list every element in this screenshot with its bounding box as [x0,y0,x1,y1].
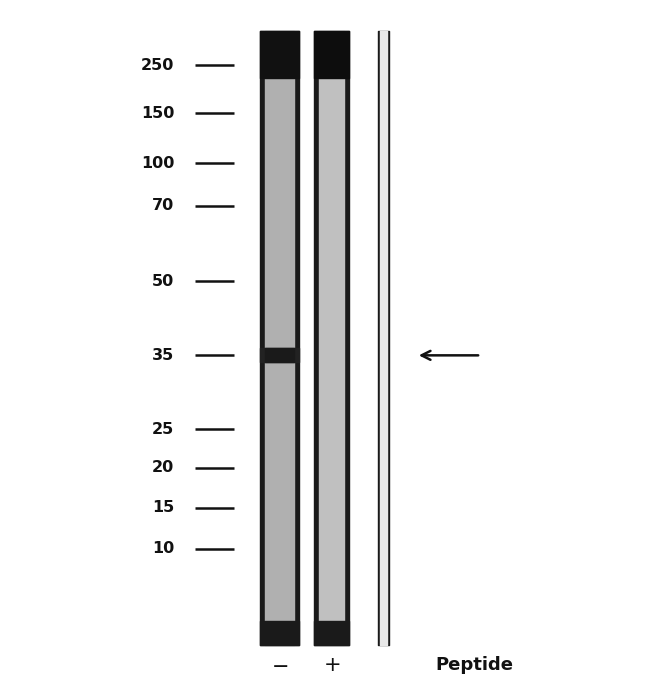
Text: 25: 25 [152,422,174,437]
Text: $+$: $+$ [323,655,340,676]
Text: 250: 250 [141,58,174,73]
Text: 20: 20 [152,460,174,475]
Text: 100: 100 [141,156,174,171]
Text: 10: 10 [152,541,174,556]
Text: $-$: $-$ [271,655,288,676]
Text: 15: 15 [152,500,174,515]
Text: 50: 50 [152,274,174,289]
Text: 70: 70 [152,198,174,213]
Text: 150: 150 [141,106,174,121]
Text: Peptide: Peptide [436,657,514,674]
Text: 35: 35 [152,348,174,363]
